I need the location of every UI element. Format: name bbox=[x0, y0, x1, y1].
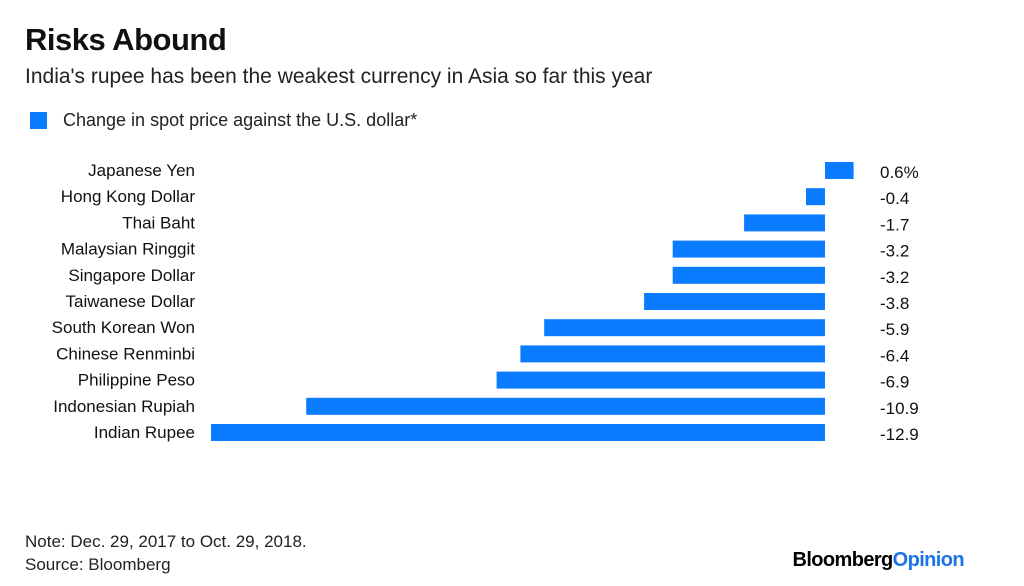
brand-opinion: Opinion bbox=[892, 549, 965, 571]
value-label: -12.9 bbox=[880, 425, 919, 444]
bar-indian-rupee bbox=[211, 424, 825, 441]
category-label: Japanese Yen bbox=[88, 161, 195, 180]
value-label: -10.9 bbox=[880, 399, 919, 418]
value-label: -6.9 bbox=[880, 373, 909, 392]
category-label: Indian Rupee bbox=[94, 423, 195, 442]
bar-taiwanese-dollar bbox=[644, 293, 825, 310]
legend: Change in spot price against the U.S. do… bbox=[25, 110, 417, 131]
footnote: Note: Dec. 29, 2017 to Oct. 29, 2018. So… bbox=[25, 530, 307, 576]
bar-indonesian-rupiah bbox=[306, 397, 825, 415]
bar-hong-kong-dollar bbox=[806, 188, 825, 206]
note-text: Note: Dec. 29, 2017 to Oct. 29, 2018. bbox=[25, 532, 307, 551]
brand-logo: BloombergOpinion bbox=[792, 549, 964, 572]
category-label: Indonesian Rupiah bbox=[53, 397, 195, 416]
category-label: Taiwanese Dollar bbox=[66, 292, 196, 311]
value-label: -5.9 bbox=[880, 320, 909, 339]
category-label: Philippine Peso bbox=[78, 371, 195, 390]
value-label: -3.2 bbox=[880, 268, 909, 287]
legend-swatch bbox=[30, 112, 47, 129]
bar-thai-baht bbox=[744, 214, 825, 232]
legend-label: Change in spot price against the U.S. do… bbox=[63, 110, 418, 130]
category-label: Thai Baht bbox=[122, 213, 195, 232]
bar-malaysian-ringgit bbox=[672, 240, 825, 258]
value-label: -1.7 bbox=[880, 215, 909, 234]
value-label: 0.6% bbox=[880, 163, 919, 182]
value-label: -3.2 bbox=[880, 242, 909, 261]
category-label: Hong Kong Dollar bbox=[61, 187, 196, 206]
bar-chinese-renminbi bbox=[520, 345, 825, 363]
chart-title: Risks Abound bbox=[25, 22, 227, 57]
value-label: -6.4 bbox=[880, 346, 909, 365]
category-label: Chinese Renminbi bbox=[56, 344, 195, 363]
category-label: Singapore Dollar bbox=[68, 266, 195, 285]
value-label: -3.8 bbox=[880, 294, 909, 313]
source-text: Source: Bloomberg bbox=[25, 555, 171, 574]
category-label: Malaysian Ringgit bbox=[61, 240, 195, 259]
bar-south-korean-won bbox=[544, 319, 825, 337]
brand-bloomberg: Bloomberg bbox=[792, 549, 893, 571]
category-label: South Korean Won bbox=[52, 318, 195, 337]
value-label: -0.4 bbox=[880, 189, 909, 208]
chart-subtitle: India's rupee has been the weakest curre… bbox=[25, 65, 653, 88]
bar-philippine-peso bbox=[496, 371, 825, 389]
bar-singapore-dollar bbox=[672, 266, 825, 284]
bar-japanese-yen bbox=[825, 162, 854, 179]
